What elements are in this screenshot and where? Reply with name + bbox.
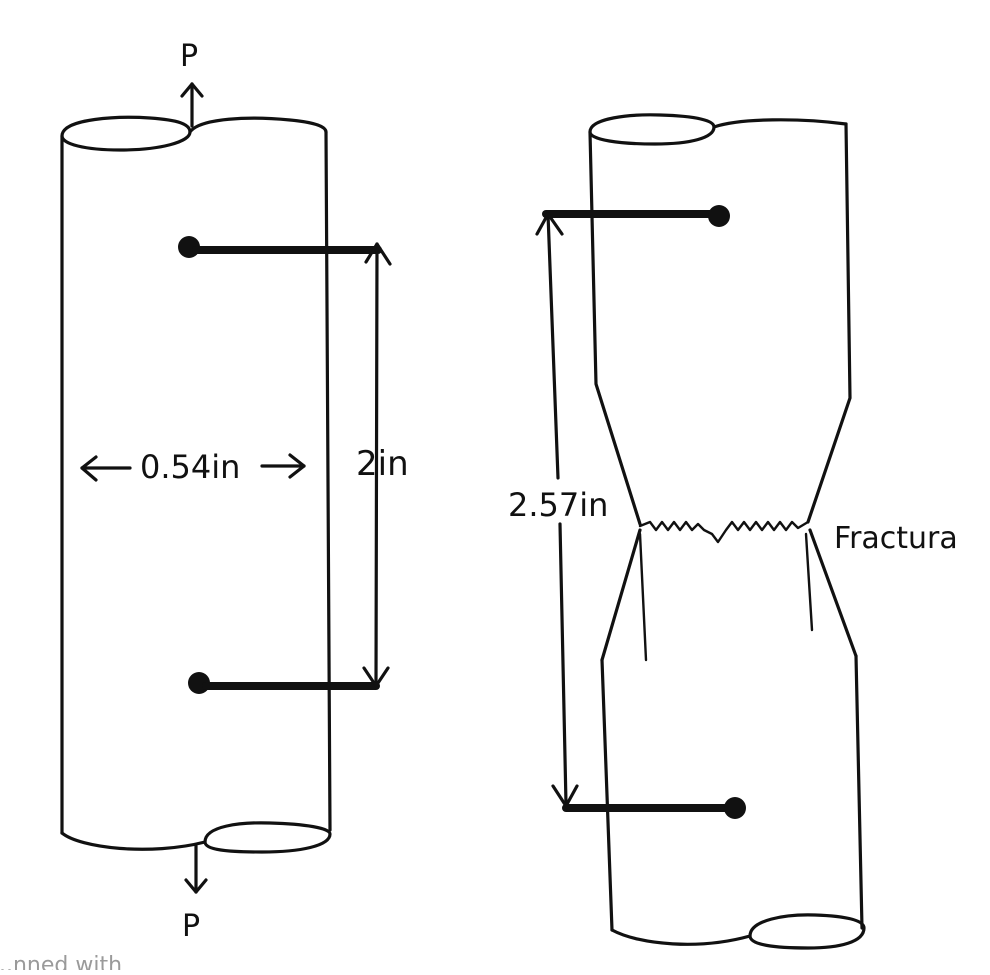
gauge-length-label: 2in: [356, 444, 409, 484]
right-gauge-mark-top: [542, 205, 730, 227]
diameter-label: 0.54in: [140, 448, 240, 486]
gauge-mark-top: [178, 236, 382, 258]
left-specimen-bottom-edge: [60, 831, 207, 851]
load-arrow-bottom: [184, 844, 208, 894]
scanner-watermark: ...nned with: [0, 953, 122, 970]
right-gauge-mark-bottom: [562, 797, 746, 819]
gauge-length-dimension: [362, 242, 392, 688]
right-specimen-lower-left-inner: [638, 532, 648, 662]
final-length-label: 2.57in: [508, 486, 608, 524]
gauge-mark-bottom: [188, 672, 380, 694]
left-specimen-top-cap: [60, 115, 192, 152]
load-arrow-top: [180, 82, 204, 128]
right-specimen-lower-right-side: [854, 654, 864, 930]
left-specimen-right-side: [324, 130, 332, 832]
right-specimen-bottom-cap: [748, 913, 866, 950]
final-length-dimension: [535, 212, 579, 808]
right-specimen-lower-left-neck: [600, 528, 642, 662]
left-specimen-top-edge: [188, 116, 328, 134]
right-specimen-lower-right-inner: [804, 532, 814, 632]
left-specimen-bottom-cap: [203, 821, 332, 854]
right-specimen-top-edge: [712, 118, 848, 129]
fracture-label: Fractura: [834, 521, 958, 556]
fracture-line: [638, 520, 810, 544]
right-specimen-lower-left-side: [600, 658, 614, 932]
right-specimen-upper-right-side: [806, 122, 852, 524]
right-specimen-top-cap: [588, 113, 716, 146]
right-specimen-bottom-edge: [610, 928, 752, 946]
right-specimen: 2.57in Fractura: [508, 113, 958, 950]
left-specimen: P P 2in 0.54in: [60, 39, 409, 944]
right-specimen-lower-right-neck: [808, 528, 858, 658]
load-label-bottom: P: [182, 909, 200, 944]
right-specimen-upper-left-side: [588, 130, 642, 526]
diameter-dimension: [80, 453, 306, 482]
load-label-top: P: [180, 39, 198, 74]
